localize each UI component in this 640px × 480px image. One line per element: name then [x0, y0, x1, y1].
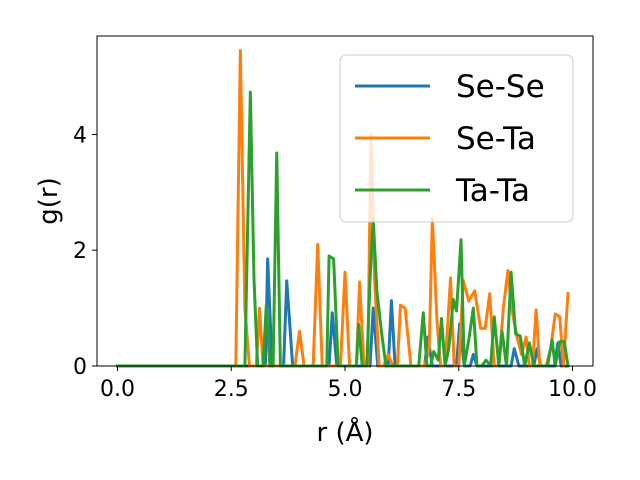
legend-entries: Se-Se Se-Ta Ta-Ta: [355, 69, 545, 209]
legend-box: [339, 54, 574, 223]
x-tick-label: 2.5: [214, 377, 249, 402]
y-tick-label: 4: [73, 123, 87, 148]
legend-label-ta-ta: Ta-Ta: [455, 173, 530, 209]
legend: Se-Se Se-Ta Ta-Ta: [339, 54, 574, 223]
legend-label-se-se: Se-Se: [456, 69, 545, 105]
legend-label-se-ta: Se-Ta: [456, 121, 536, 157]
y-tick-label: 2: [73, 239, 87, 264]
y-axis-label: g(r): [34, 177, 64, 224]
x-tick-label: 10.0: [548, 377, 597, 402]
x-tick-label: 7.5: [441, 377, 476, 402]
x-axis-label: r (Å): [316, 416, 373, 448]
x-tick-label: 0.0: [100, 377, 135, 402]
x-axis: 0.0 2.5 5.0 7.5 10.0: [100, 366, 597, 402]
y-tick-label: 0: [73, 355, 87, 380]
x-tick-label: 5.0: [328, 377, 363, 402]
y-axis: 0 2 4: [73, 123, 97, 380]
